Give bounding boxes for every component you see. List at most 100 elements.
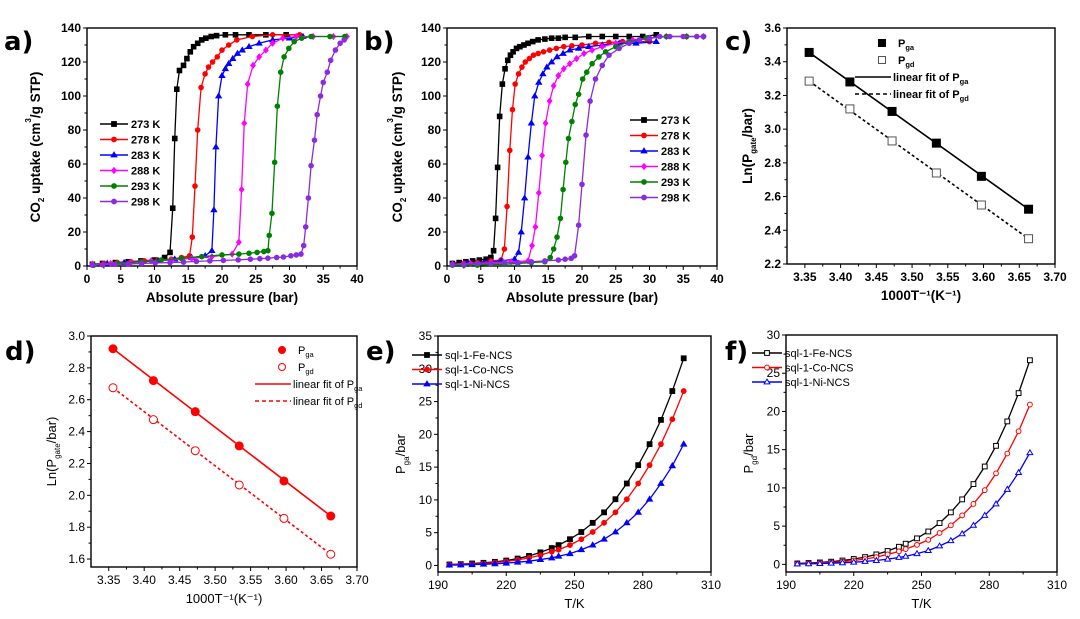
legend-marker [111, 136, 117, 143]
panel-a: a) 0 5 10 15 20 25 30 35 40 0 20 40 60 80 100 120 140 Abso… [4, 21, 364, 305]
data-point [190, 446, 200, 456]
legend-label: sql-1-Ni-NCS [785, 377, 850, 389]
data-point [194, 127, 201, 133]
x-tick-label: 3.50 [203, 573, 227, 587]
legend-marker [111, 198, 117, 205]
data-point [578, 529, 585, 535]
data-point [234, 37, 240, 43]
data-point [887, 136, 897, 146]
legend-label: Pgd [898, 55, 915, 69]
data-point [234, 441, 244, 451]
data-point [543, 63, 551, 70]
series-line [452, 40, 657, 265]
data-point [517, 228, 525, 235]
data-point [308, 162, 314, 169]
data-point [623, 480, 630, 487]
data-point [530, 52, 537, 59]
data-point [555, 546, 562, 553]
data-point [623, 496, 630, 503]
legend-marker [424, 366, 430, 373]
series-p-ga [804, 47, 1034, 214]
y-tick-label: 35 [419, 329, 433, 343]
x-tick-label: 3.70 [345, 573, 369, 587]
data-point [849, 558, 858, 565]
data-point [700, 33, 707, 40]
data-point [872, 556, 881, 563]
data-point [209, 59, 216, 65]
data-point [293, 252, 300, 258]
data-point [205, 64, 212, 70]
data-point [269, 210, 275, 217]
data-point [266, 232, 273, 239]
data-point [959, 496, 966, 503]
y-tick-label: 20 [68, 225, 82, 239]
data-point [171, 135, 178, 142]
data-point [125, 261, 131, 267]
data-point [583, 69, 590, 75]
legend-label: 283 K [661, 146, 690, 158]
x-tick-label: 310 [701, 578, 721, 592]
data-point [492, 215, 499, 222]
data-point [1027, 401, 1033, 408]
y-tick-label: 2.4 [68, 425, 85, 439]
series-273-k [89, 32, 289, 268]
data-point [256, 53, 263, 61]
legend-label: sql-1-Fe-NCS [445, 350, 512, 362]
data-point [499, 81, 506, 87]
data-point [138, 260, 145, 267]
legend-label: 273 K [661, 115, 690, 127]
data-point [244, 80, 251, 88]
data-point [198, 253, 205, 260]
data-point [234, 480, 244, 490]
data-point [596, 54, 602, 60]
data-point [547, 554, 556, 561]
series-278-k [449, 38, 653, 268]
legend-marker [878, 56, 886, 64]
y-tick-label: 2.6 [764, 190, 781, 204]
x-tick-label: 20 [215, 272, 229, 286]
data-point [501, 259, 508, 266]
data-point [207, 258, 213, 264]
series-line [92, 34, 300, 265]
data-point [816, 559, 824, 567]
data-point [218, 71, 226, 78]
y-tick-label: 40 [68, 191, 82, 205]
x-tick-label: 3.55 [936, 270, 960, 284]
data-point [680, 388, 687, 394]
data-point [612, 496, 619, 503]
series-line [449, 390, 685, 566]
data-point [547, 58, 556, 65]
data-point [326, 511, 336, 521]
data-point [222, 32, 229, 38]
x-tick-label: 280 [633, 578, 653, 592]
data-point [577, 545, 586, 553]
x-tick-label: 3.70 [1043, 270, 1067, 284]
data-point [804, 559, 813, 567]
y-tick-label: 120 [421, 55, 441, 69]
y-tick-label: 25 [419, 395, 433, 409]
data-point [520, 194, 529, 201]
y-tick-label: 80 [428, 123, 442, 137]
data-point [587, 98, 593, 104]
data-point [221, 65, 230, 72]
legend-label: Pga [898, 38, 915, 52]
x-tick-label: 3.65 [1008, 270, 1032, 284]
y-tick-label: 25 [767, 366, 781, 380]
series-sql-1-co-ncs [794, 401, 1033, 567]
data-point [635, 462, 642, 469]
panel-label: a) [4, 27, 33, 57]
data-point [190, 407, 200, 417]
y-tick-label: 140 [421, 21, 441, 35]
data-point [981, 463, 988, 470]
data-point [838, 558, 847, 566]
legend-marker [278, 346, 286, 354]
data-point [514, 248, 523, 255]
y-tick-label: 5 [425, 526, 432, 540]
data-point [529, 242, 535, 250]
y-tick-label: 80 [68, 123, 82, 137]
data-point [193, 258, 200, 265]
data-point [902, 540, 909, 547]
legend-label: 278 K [661, 131, 690, 143]
data-point [970, 501, 977, 507]
x-tick-label: 40 [710, 272, 724, 286]
